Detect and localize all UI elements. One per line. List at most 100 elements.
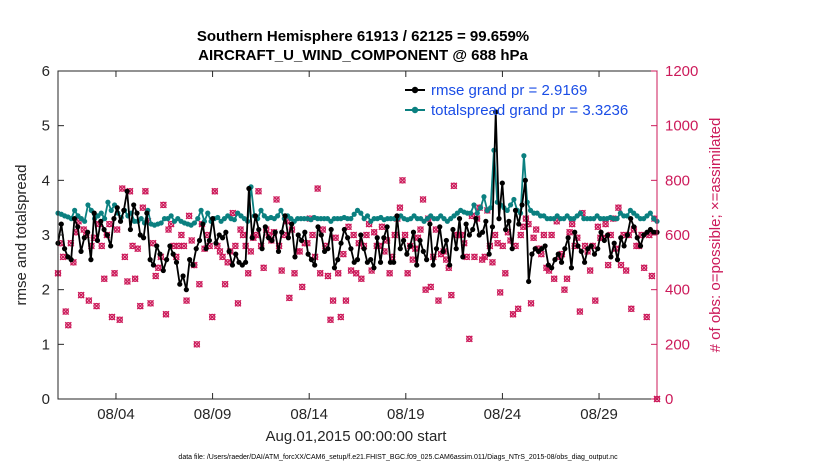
totalspread-point	[577, 210, 584, 216]
obs-cross-stroke	[278, 267, 286, 274]
rmse-point	[252, 213, 259, 219]
rmse-point	[200, 221, 206, 227]
obs-possible-marker	[527, 300, 535, 307]
totalspread-point	[358, 210, 364, 216]
totalspread-point	[507, 202, 514, 208]
obs-possible-marker	[530, 234, 537, 241]
rmse-point	[229, 262, 236, 268]
obs-cross-stroke	[260, 264, 268, 272]
rmse-point	[591, 251, 598, 257]
obs-possible-marker	[396, 204, 404, 211]
obs-assimilated-marker	[113, 226, 121, 233]
obs-assimilated-marker	[180, 242, 188, 250]
rmse-point	[108, 243, 114, 249]
obs-possible-marker	[185, 212, 193, 220]
obs-assimilated-marker	[139, 204, 147, 212]
rmse-point	[206, 237, 212, 244]
obs-cross-stroke	[530, 234, 538, 242]
rmse-point	[262, 224, 268, 230]
obs-cross-stroke	[514, 305, 522, 313]
obs-possible-marker	[502, 270, 509, 277]
obs-cross-stroke	[285, 294, 293, 302]
obs-possible-marker	[553, 218, 560, 225]
obs-assimilated-marker	[239, 231, 247, 239]
obs-cross-stroke	[80, 226, 88, 233]
obs-cross-stroke	[447, 291, 455, 299]
rmse-point	[318, 232, 324, 238]
obs-cross-stroke	[113, 226, 121, 233]
obs-cross-stroke	[147, 299, 155, 307]
obs-possible-marker	[85, 297, 93, 304]
obs-possible-marker	[239, 231, 247, 239]
obs-possible-marker	[324, 272, 332, 280]
totalspread-point	[195, 216, 201, 222]
obs-possible-marker	[509, 311, 517, 318]
rmse-point	[453, 246, 459, 252]
obs-cross-stroke	[509, 310, 517, 318]
rmse-point	[223, 229, 229, 235]
obs-possible-marker	[106, 220, 113, 228]
obs-assimilated-marker	[357, 275, 365, 283]
obs-cross-stroke	[77, 291, 85, 299]
rmse-point	[407, 243, 413, 249]
obs-possible-marker	[298, 283, 306, 291]
obs-assimilated-marker	[614, 204, 622, 212]
rmse-point	[637, 243, 644, 249]
rmse-point	[473, 216, 479, 222]
obs-assimilated-marker	[342, 297, 350, 305]
obs-cross-stroke	[291, 269, 298, 277]
obs-possible-marker	[481, 253, 489, 261]
rmse-point	[374, 235, 380, 241]
totalspread-point	[468, 210, 474, 216]
obs-possible-marker	[435, 297, 442, 304]
obs-cross-stroke	[116, 316, 124, 324]
obs-cross-stroke	[339, 250, 347, 258]
rmse-point	[315, 224, 321, 230]
obs-possible-marker	[340, 250, 347, 258]
obs-cross-stroke	[229, 209, 237, 217]
rmse-point	[78, 248, 84, 254]
y2-tick-label: 1200	[665, 63, 698, 80]
legend-marker	[411, 86, 419, 94]
obs-assimilated-marker	[273, 196, 280, 203]
y2-tick-label: 600	[665, 227, 690, 244]
obs-assimilated-marker	[147, 299, 155, 307]
obs-cross-stroke	[350, 231, 358, 239]
y-tick-label: 3	[42, 227, 50, 244]
obs-assimilated-marker	[211, 187, 219, 195]
obs-cross-stroke	[141, 187, 149, 195]
obs-cross-stroke	[121, 253, 129, 261]
obs-cross-stroke	[123, 278, 131, 285]
obs-assimilated-marker	[62, 308, 70, 315]
rmse-point	[572, 229, 578, 235]
obs-possible-marker	[121, 253, 129, 261]
obs-possible-marker	[332, 234, 339, 241]
obs-cross-stroke	[183, 297, 191, 305]
rmse-point	[196, 237, 203, 244]
rmse-point	[516, 221, 522, 227]
rmse-point	[242, 259, 249, 265]
obs-assimilated-marker	[591, 297, 599, 305]
obs-possible-marker	[98, 242, 105, 250]
obs-cross-stroke	[404, 269, 412, 277]
totalspread-point	[138, 216, 144, 222]
obs-cross-stroke	[216, 247, 224, 255]
obs-possible-marker	[219, 253, 226, 261]
obs-cross-stroke	[347, 267, 355, 274]
rmse-point	[213, 240, 219, 246]
obs-possible-marker	[419, 196, 427, 203]
rmse-point	[529, 251, 535, 257]
obs-cross-stroke	[581, 242, 589, 250]
rmse-point	[628, 216, 634, 222]
obs-possible-marker	[337, 313, 345, 321]
rmse-point	[634, 235, 640, 241]
obs-cross-stroke	[399, 176, 406, 184]
obs-assimilated-marker	[324, 272, 332, 280]
obs-possible-marker	[329, 297, 337, 304]
obs-cross-stroke	[62, 308, 70, 315]
rmse-point	[437, 224, 443, 230]
totalspread-point	[488, 205, 494, 211]
rmse-point	[358, 232, 364, 238]
obs-assimilated-marker	[105, 220, 113, 228]
